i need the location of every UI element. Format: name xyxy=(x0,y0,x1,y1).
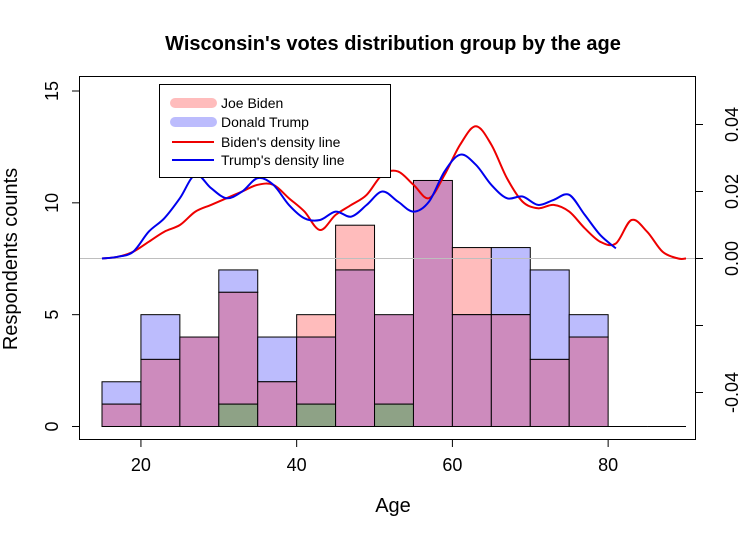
bar-overlap xyxy=(140,358,181,427)
bar-excess-trump xyxy=(529,269,570,360)
y-axis-left: 0 5 10 15 xyxy=(42,81,80,432)
bar-excess-biden xyxy=(335,224,376,271)
y2-tick-label: 0.00 xyxy=(722,241,742,276)
bar-excess-biden xyxy=(296,314,337,338)
bar-excess-trump xyxy=(101,381,142,405)
bar-overlap xyxy=(335,269,376,427)
bar-overlap xyxy=(296,336,337,405)
bar-overlap-low xyxy=(374,403,414,427)
x-tick-label: 80 xyxy=(598,455,618,475)
y2-tick-label: 0.04 xyxy=(722,107,742,142)
bar-excess-trump xyxy=(218,269,259,293)
y-tick-label: 15 xyxy=(42,81,62,101)
legend-label-trump: Donald Trump xyxy=(221,114,309,130)
x-tick-label: 20 xyxy=(131,455,151,475)
x-tick-label: 40 xyxy=(287,455,307,475)
x-axis-label: Age xyxy=(375,495,411,517)
biden-density-line xyxy=(101,125,687,260)
bar-overlap xyxy=(179,336,220,427)
y2-tick-label: -0.04 xyxy=(722,372,742,413)
legend: Joe Biden Donald Trump Biden's density l… xyxy=(159,84,391,178)
bar-excess-trump xyxy=(257,336,298,383)
bar-overlap xyxy=(101,403,142,427)
y-tick-label: 5 xyxy=(42,310,62,320)
histogram-bars xyxy=(101,179,686,427)
x-axis: 20 40 60 80 xyxy=(131,439,618,475)
y-axis-label: Respondents counts xyxy=(0,168,22,350)
y-tick-label: 10 xyxy=(42,193,62,213)
bar-excess-trump xyxy=(490,247,531,316)
legend-label-biden: Joe Biden xyxy=(221,95,283,111)
bar-overlap xyxy=(257,381,298,427)
bar-overlap xyxy=(412,179,453,427)
y-tick-label: 0 xyxy=(42,421,62,431)
y2-tick-label: 0.02 xyxy=(722,174,742,209)
bar-overlap xyxy=(568,336,609,427)
bar-overlap xyxy=(374,314,414,405)
density-lines xyxy=(101,125,687,260)
x-tick-label: 60 xyxy=(442,455,462,475)
chart-title: Wisconsin's votes distribution group by … xyxy=(165,33,621,55)
bar-overlap xyxy=(218,291,259,405)
bar-overlap-low xyxy=(218,403,259,427)
y-axis-right: -0.04 0.00 0.02 0.04 xyxy=(695,107,742,413)
bar-overlap xyxy=(490,314,531,427)
legend-label-trump-density: Trump's density line xyxy=(221,152,345,168)
bar-excess-trump xyxy=(140,314,181,360)
bar-overlap-low xyxy=(296,403,337,427)
trump-density-line xyxy=(101,153,617,260)
bar-overlap xyxy=(451,314,492,427)
bar-excess-trump xyxy=(568,314,609,338)
bar-overlap xyxy=(529,358,570,427)
legend-label-biden-density: Biden's density line xyxy=(221,134,341,150)
bar-excess-biden xyxy=(451,247,492,316)
